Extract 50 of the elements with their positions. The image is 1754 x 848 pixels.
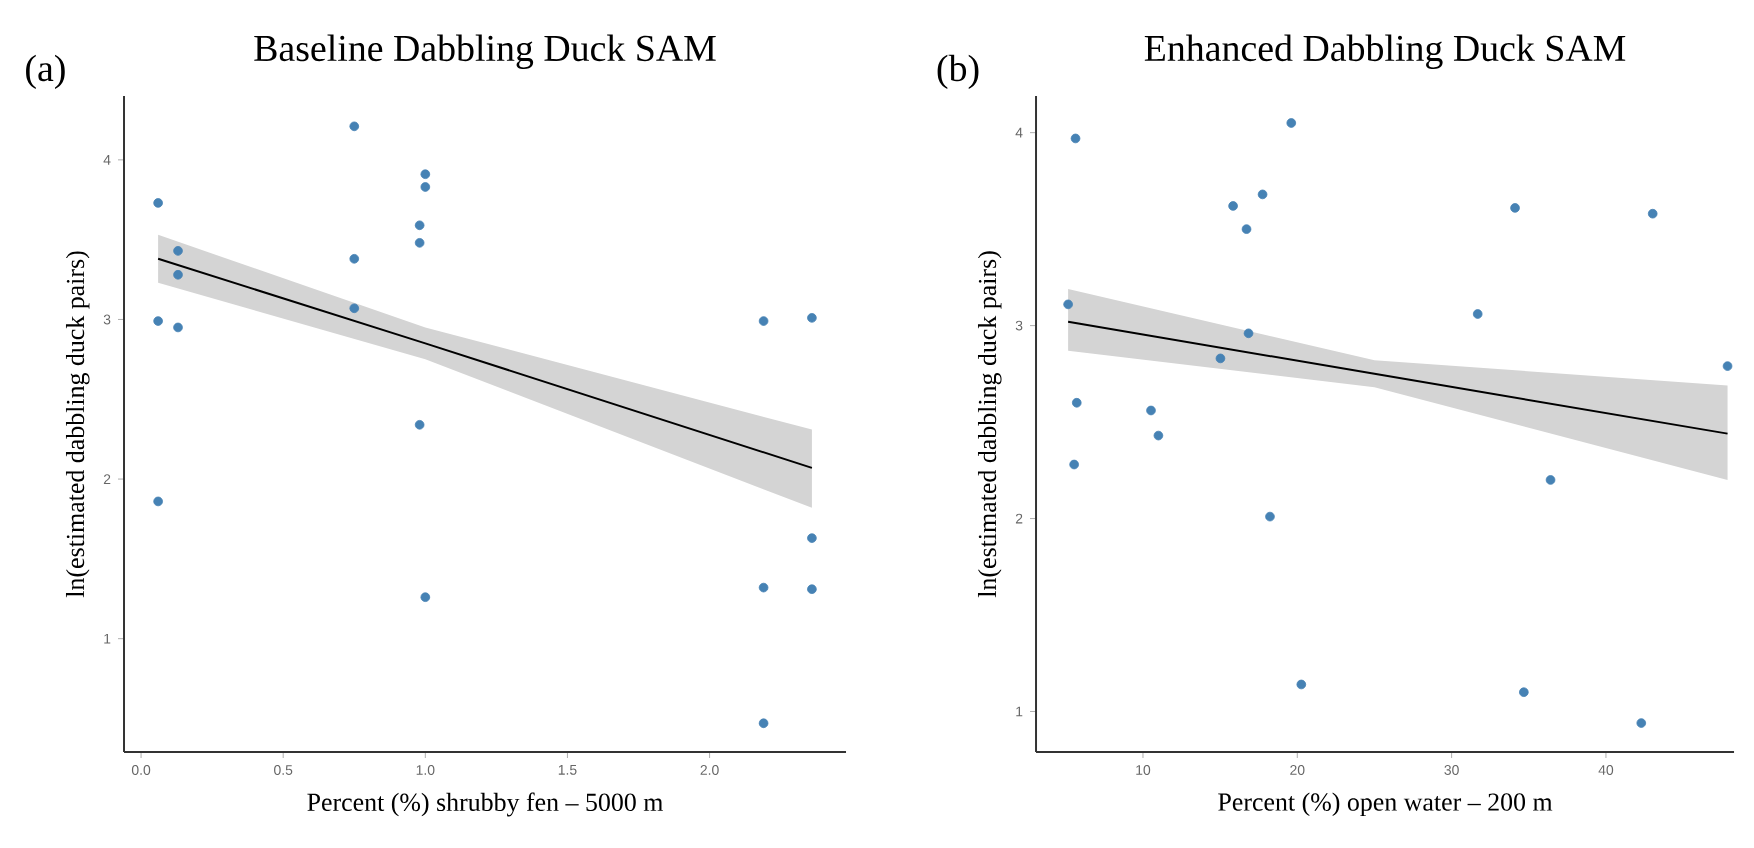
- chart-title: Enhanced Dabbling Duck SAM: [1144, 34, 1626, 69]
- text: (a): [26, 54, 65, 89]
- point: [349, 303, 360, 314]
- point: [414, 420, 425, 430]
- point: [1243, 328, 1254, 339]
- x-axis-title: Percent (%) shrubby fen – 5000 m: [307, 792, 663, 817]
- point: [153, 496, 163, 507]
- point: [1146, 405, 1156, 416]
- point: [1069, 459, 1079, 470]
- point: [1636, 718, 1647, 728]
- y-axis-title: ln(estimated dabbling duck pairs): [977, 251, 1002, 598]
- point: [1228, 201, 1238, 211]
- point: [1070, 133, 1081, 144]
- point: [1265, 511, 1275, 522]
- x-axis-title: Percent (%) open water – 200 m: [1218, 792, 1553, 817]
- point: [1257, 189, 1268, 200]
- point: [173, 322, 183, 333]
- point: [1063, 299, 1073, 310]
- chart-title: Baseline Dabbling Duck SAM: [254, 34, 716, 69]
- point: [1722, 361, 1733, 371]
- point: [349, 121, 360, 132]
- point: [414, 238, 425, 248]
- point: [758, 582, 769, 593]
- point: [1071, 397, 1082, 408]
- point: [1510, 203, 1520, 213]
- point: [153, 198, 163, 208]
- point: [153, 316, 163, 326]
- point: [173, 269, 183, 280]
- point: [420, 169, 431, 180]
- point: [1153, 430, 1164, 441]
- point: [807, 313, 817, 323]
- point: [1215, 353, 1226, 364]
- point: [807, 584, 817, 594]
- point: [1472, 309, 1483, 319]
- point: [1545, 475, 1556, 485]
- point: [420, 592, 431, 602]
- point: [173, 246, 183, 256]
- point: [807, 533, 817, 543]
- point: [349, 254, 360, 264]
- point: [758, 718, 769, 729]
- point: [420, 182, 431, 192]
- point: [414, 220, 425, 231]
- point: [1241, 224, 1252, 234]
- y-axis-title: ln(estimated dabbling duck pairs): [65, 251, 90, 598]
- point: [1296, 679, 1307, 690]
- text: (b): [937, 54, 979, 89]
- point: [1647, 208, 1658, 219]
- point: [1286, 118, 1297, 128]
- point: [758, 316, 769, 326]
- point: [1519, 687, 1529, 697]
